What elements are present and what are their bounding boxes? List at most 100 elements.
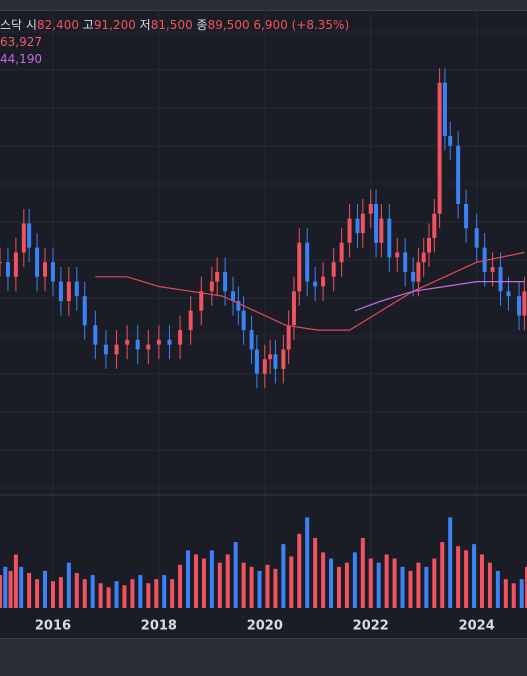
candle-body: [188, 310, 193, 331]
x-axis-tick-label: 2016: [35, 619, 71, 634]
volume-bar: [50, 581, 55, 608]
volume-bar: [90, 575, 95, 608]
volume-bar: [146, 583, 151, 608]
volume-bar: [487, 562, 492, 608]
moving-average-line-2: [354, 281, 525, 312]
volume-bar: [368, 558, 373, 608]
volume-bar: [392, 558, 397, 608]
volume-bar: [138, 575, 143, 608]
candle-body: [262, 359, 267, 374]
candle-body: [355, 218, 360, 234]
candle-body: [82, 296, 87, 326]
candle-body: [368, 204, 373, 214]
volume-bar: [225, 554, 230, 608]
legend-ma1-row: 63,927: [0, 34, 349, 51]
candle-body: [448, 136, 453, 146]
candle-body: [297, 242, 302, 292]
legend-low-label: 저: [139, 18, 151, 32]
candle-body: [114, 344, 119, 355]
volume-bar: [472, 544, 477, 608]
volume-bar: [432, 558, 437, 608]
volume-bar: [376, 562, 381, 608]
x-axis-tick-label: 2018: [141, 619, 177, 634]
candle-body: [254, 349, 259, 374]
legend-close-label: 종: [196, 18, 208, 32]
volume-bar: [519, 579, 524, 608]
volume-bar: [233, 542, 238, 608]
volume-bar: [114, 581, 119, 608]
volume-bar: [400, 566, 405, 608]
volume-bar: [3, 566, 8, 608]
candle-body: [286, 325, 291, 350]
candle-body: [416, 262, 421, 282]
volume-bar: [456, 546, 461, 608]
volume-bar: [241, 562, 246, 608]
candle-body: [236, 301, 241, 311]
volume-bar: [360, 537, 365, 608]
volume-bar: [13, 554, 18, 608]
volume-bar: [281, 544, 286, 608]
volume-bar: [201, 558, 206, 608]
candle-body: [199, 291, 204, 311]
volume-bar: [74, 572, 79, 608]
candle-body: [146, 344, 151, 350]
volume-bar: [352, 552, 357, 608]
volume-bar: [416, 562, 421, 608]
ohlc-legend: 스닥 시82,400 고91,200 저81,500 종89,500 6,900…: [0, 17, 349, 68]
candle-body: [167, 339, 172, 345]
candle-body: [125, 339, 130, 345]
price-chart[interactable]: 2016 2018 2020 2022 2024: [0, 10, 527, 638]
volume-bar: [8, 570, 13, 608]
candle-body: [456, 145, 461, 204]
candle-body: [313, 281, 318, 287]
volume-bar: [511, 583, 516, 608]
volume-bar: [336, 566, 341, 608]
candle-body: [517, 296, 522, 316]
candle-body: [305, 242, 310, 282]
candle-body: [331, 262, 336, 277]
candle-body: [249, 330, 254, 350]
volume-bar: [35, 579, 40, 608]
candle-body: [268, 354, 273, 360]
legend-low-value: 81,500: [150, 18, 193, 32]
candle-body: [93, 325, 98, 345]
x-axis-tick-label: 2024: [459, 619, 495, 634]
volume-bar: [178, 564, 183, 608]
candle-body: [135, 339, 140, 350]
legend-close-value: 89,500: [207, 18, 250, 32]
volume-bar: [329, 558, 334, 608]
candle-body: [421, 252, 426, 263]
volume-bar: [289, 556, 294, 608]
legend-open-label: 시: [25, 18, 37, 32]
candle-body: [281, 349, 286, 369]
legend-name: 스닥: [0, 18, 23, 32]
candle-body: [339, 242, 344, 263]
volume-bar: [297, 533, 302, 608]
candle-body: [156, 339, 161, 345]
volume-bar: [186, 550, 191, 608]
candle-body: [498, 267, 503, 292]
candle-body: [241, 310, 246, 331]
volume-bar: [479, 554, 484, 608]
x-axis-tick-label: 2022: [353, 619, 389, 634]
candle-body: [403, 252, 408, 272]
volume-bar: [82, 579, 87, 608]
candle-body: [223, 271, 228, 292]
volume-bar: [66, 562, 71, 608]
candle-body: [215, 271, 220, 282]
candle-body: [387, 218, 392, 258]
volume-bar: [313, 537, 318, 608]
candle-body: [506, 291, 511, 297]
volume-bar: [162, 575, 167, 608]
x-axis-tick-label: 2020: [247, 619, 283, 634]
candle-body: [395, 252, 400, 258]
candle-body: [474, 228, 479, 248]
volume-bar: [408, 570, 413, 608]
candle-body: [432, 213, 437, 238]
legend-ma2-row: 44,190: [0, 51, 349, 68]
volume-bar: [122, 585, 127, 608]
volume-bar: [448, 517, 453, 608]
candle-body: [58, 281, 63, 301]
candle-body: [482, 247, 487, 272]
candle-body: [209, 281, 214, 292]
